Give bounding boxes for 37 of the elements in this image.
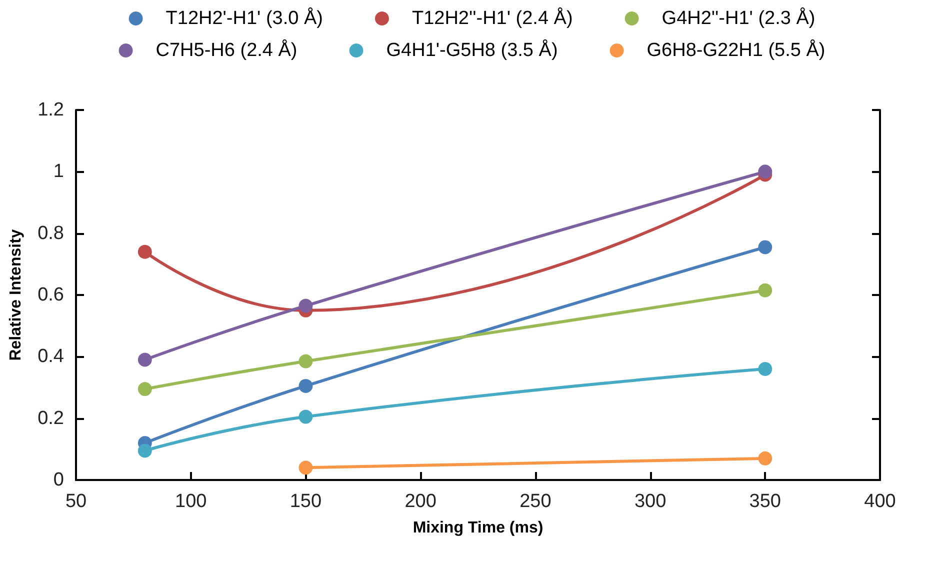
point bbox=[138, 382, 152, 396]
point bbox=[138, 352, 152, 367]
point bbox=[758, 164, 772, 179]
legend-label: T12H2''-H1' (2.4 Å) bbox=[412, 7, 573, 29]
x-axis-title: Mixing Time (ms) bbox=[412, 520, 544, 536]
point bbox=[298, 298, 313, 313]
x-tick-label: 400 bbox=[864, 491, 896, 512]
x-tick-label: 250 bbox=[520, 491, 552, 512]
point bbox=[138, 244, 152, 259]
legend-label: C7H5-H6 (2.4 Å) bbox=[156, 39, 298, 61]
x-tick-label: 150 bbox=[290, 491, 322, 512]
x-tick-label: 200 bbox=[404, 491, 436, 512]
x-tick-label: 350 bbox=[749, 491, 781, 512]
y-tick-label: 1.2 bbox=[38, 100, 64, 120]
legend-label: G4H1'-G5H8 (3.5 Å) bbox=[386, 39, 558, 61]
legend-label: T12H2'-H1' (3.0 Å) bbox=[166, 7, 323, 29]
x-tick-label: 50 bbox=[65, 491, 87, 512]
point bbox=[298, 410, 313, 424]
y-tick-label: 0.2 bbox=[38, 408, 64, 429]
y-tick-label: 0 bbox=[53, 470, 64, 490]
point bbox=[298, 460, 313, 475]
point bbox=[758, 451, 772, 466]
point bbox=[758, 283, 772, 298]
y-axis-title: Relative Intensity bbox=[8, 229, 24, 361]
y-tick-label: 0.6 bbox=[38, 284, 64, 306]
point bbox=[758, 240, 772, 254]
y-tick-label: 1 bbox=[53, 161, 64, 182]
y-tick-label: 0.8 bbox=[38, 222, 64, 244]
point bbox=[138, 444, 152, 458]
x-tick-label: 300 bbox=[634, 491, 666, 512]
point bbox=[758, 362, 772, 376]
x-tick-label: 100 bbox=[175, 491, 207, 512]
legend-label: G6H8-G22H1 (5.5 Å) bbox=[646, 39, 826, 61]
point bbox=[298, 378, 313, 393]
legend-label: G4H2''-H1' (2.3 Å) bbox=[662, 7, 816, 29]
point bbox=[298, 354, 313, 368]
y-tick-label: 0.4 bbox=[38, 346, 64, 368]
